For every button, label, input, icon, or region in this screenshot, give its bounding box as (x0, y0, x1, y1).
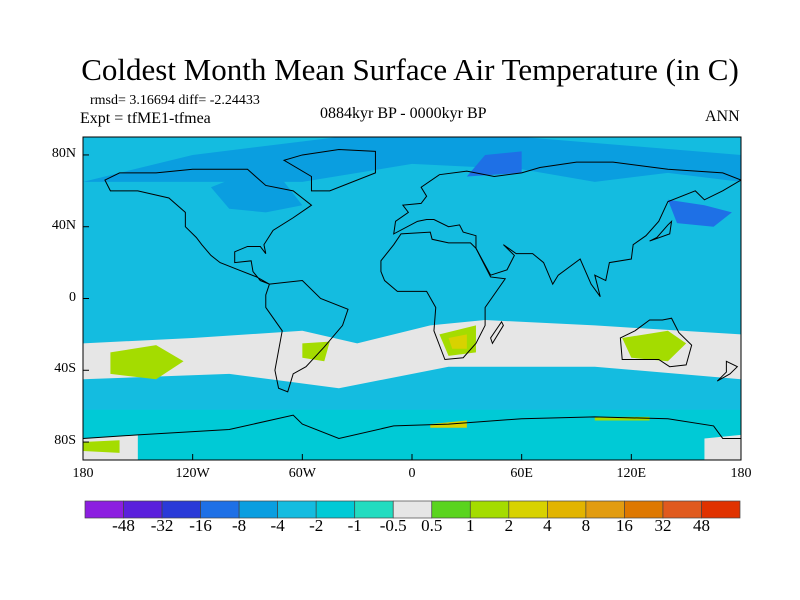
cold-canada-region (210, 172, 303, 213)
x-tick-label: 0 (408, 466, 416, 481)
colorbar-label: 2 (504, 516, 514, 535)
chart-title: Coldest Month Mean Surface Air Temperatu… (81, 52, 739, 87)
experiment-label: Expt = tfME1-tfmea (80, 110, 211, 127)
colorbar-label: 48 (692, 516, 710, 535)
north-america-coastline (104, 168, 313, 285)
colorbar-label: -48 (112, 516, 135, 535)
x-tick-label: 180 (730, 466, 752, 481)
colorbar-label: 0.5 (421, 516, 443, 535)
map-background (83, 137, 741, 460)
neutral-ross-east-region (704, 434, 741, 460)
antarctica-coastline (83, 414, 741, 460)
field-layer (83, 137, 741, 460)
y-tick-label: 0 (69, 289, 76, 305)
new-zealand-coastline (716, 360, 739, 382)
stats-text: rmsd= 3.16694 diff= -2.24433 (90, 93, 260, 108)
greenland-coastline (282, 149, 376, 192)
colorbar-label: -32 (150, 516, 174, 535)
warm-south-america-region (302, 341, 330, 362)
colorbar-label: -0.5 (379, 516, 407, 535)
warm-ross-shelf-region (83, 440, 120, 453)
colorbar-label: 16 (615, 516, 633, 535)
neutral-southern-band (83, 320, 741, 389)
colorbar-label: -4 (270, 516, 285, 535)
x-tick-label: 60W (288, 466, 316, 481)
colorbar-label: 8 (581, 516, 591, 535)
very-cold-barents-region (466, 151, 522, 177)
y-tick-label: 40N (51, 217, 76, 233)
cold-arctic-region (83, 137, 741, 182)
colorbar-label: -16 (189, 516, 212, 535)
x-tick-label: 120E (616, 466, 647, 481)
colorbar-label: 4 (543, 516, 552, 535)
australia-coastline (619, 317, 693, 368)
antarctic-region (83, 409, 741, 460)
colorbar-label: 32 (654, 516, 672, 535)
colorbar-box (701, 500, 741, 519)
japan-coastline (649, 219, 673, 242)
period-label: 0884kyr BP - 0000kyr BP (320, 105, 487, 122)
x-tick-label: 180 (72, 466, 94, 481)
y-tick-label: 40S (54, 361, 76, 377)
very-cold-siberia-region (667, 199, 732, 227)
warm-south-pacific-region (110, 345, 184, 380)
colorbar-label: 1 (466, 516, 475, 535)
season-label: ANN (705, 108, 740, 125)
africa-coastline (380, 231, 507, 361)
madagascar-coastline (490, 320, 504, 345)
warmer-southern-africa-region (448, 334, 467, 349)
colorbar-label: -1 (347, 516, 362, 535)
x-tick-label: 120W (175, 466, 210, 481)
y-tick-label: 80S (54, 433, 76, 449)
colorbar-label: -2 (309, 516, 324, 535)
warm-australia-region (622, 330, 687, 362)
y-tick-label: 80N (51, 145, 76, 161)
south-america-coastline (265, 280, 349, 393)
colorbar-label: -8 (232, 516, 247, 535)
x-tick-label: 60E (510, 466, 533, 481)
